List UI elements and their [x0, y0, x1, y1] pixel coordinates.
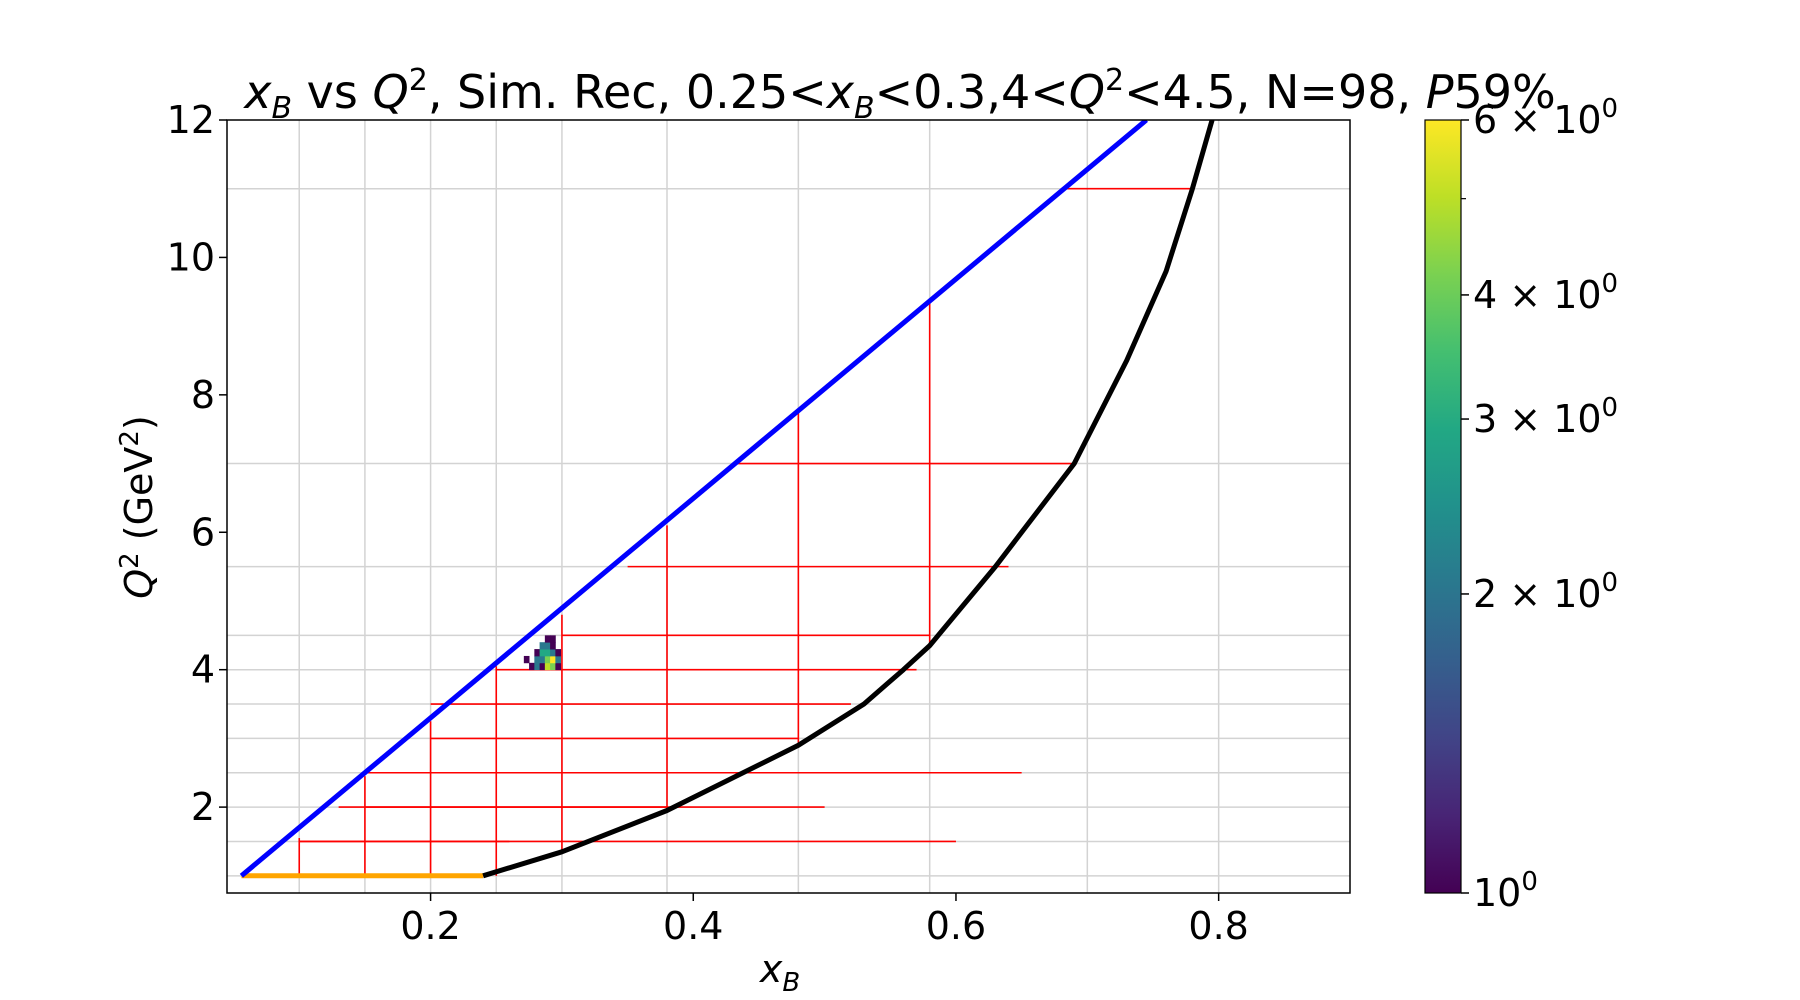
histogram-cell [539, 642, 546, 650]
histogram-cell [529, 662, 535, 671]
histogram-cell [550, 662, 556, 671]
x-tick-label: 0.6 [926, 904, 986, 948]
colorbar-ticks: 100 2 × 100 3 × 100 4 × 100 6 × 100 [1461, 94, 1618, 915]
histogram-cell [555, 662, 562, 671]
histogram-cell [555, 655, 562, 664]
histogram-cell [534, 649, 541, 657]
y-tick-label: 6 [191, 510, 215, 554]
y-tick-label: 2 [191, 785, 215, 829]
histogram-cell [539, 662, 546, 671]
histogram-cell [534, 655, 541, 664]
histogram-cell [550, 649, 556, 657]
histogram-cell [550, 635, 556, 643]
colorbar-tick-label: 2 × 100 [1473, 568, 1618, 616]
colorbar-tick-label: 3 × 100 [1473, 393, 1618, 441]
histogram-cell [523, 655, 530, 664]
grid-lines [227, 120, 1350, 893]
x-tick-label: 0.8 [1188, 904, 1248, 948]
x-axis-label: xB [759, 947, 800, 998]
kinematic-boundaries [239, 120, 1215, 879]
histogram-cell [555, 649, 562, 657]
histogram-cell [539, 649, 546, 657]
chart-title: xB vs Q2, Sim. Rec, 0.25<xB<0.3,4<Q2<4.5… [242, 63, 1556, 126]
plot-frame [226, 119, 1351, 894]
y-axis-ticks: 2 4 6 8 10 12 [167, 98, 227, 829]
y-tick-label: 12 [167, 98, 215, 142]
histogram-cell [544, 649, 551, 657]
y-tick-label: 4 [191, 648, 215, 692]
histogram-cell [544, 655, 551, 664]
upper-boundary-line [239, 120, 1149, 878]
histogram-cells [523, 635, 562, 671]
w-boundary-curve [482, 120, 1215, 879]
colorbar-tick-label: 100 [1473, 867, 1538, 915]
y-tick-label: 10 [167, 235, 215, 279]
histogram-cell [544, 635, 551, 643]
y-tick-label: 8 [191, 373, 215, 417]
histogram-cell [550, 655, 556, 664]
histogram-cell [544, 662, 551, 671]
histogram-cell [544, 642, 551, 650]
x-tick-label: 0.4 [663, 904, 723, 948]
x-tick-label: 0.2 [400, 904, 460, 948]
histogram-cell [550, 642, 556, 650]
colorbar [1424, 119, 1462, 894]
y-axis-label: Q2 (GeV2) [115, 415, 161, 599]
bin-grid [298, 187, 1193, 876]
colorbar-tick-label: 4 × 100 [1473, 269, 1618, 317]
colorbar-tick-label: 6 × 100 [1473, 94, 1618, 142]
histogram-cell [534, 662, 541, 671]
histogram-cell [539, 655, 546, 664]
x-axis-ticks: 0.2 0.4 0.6 0.8 [400, 893, 1249, 948]
